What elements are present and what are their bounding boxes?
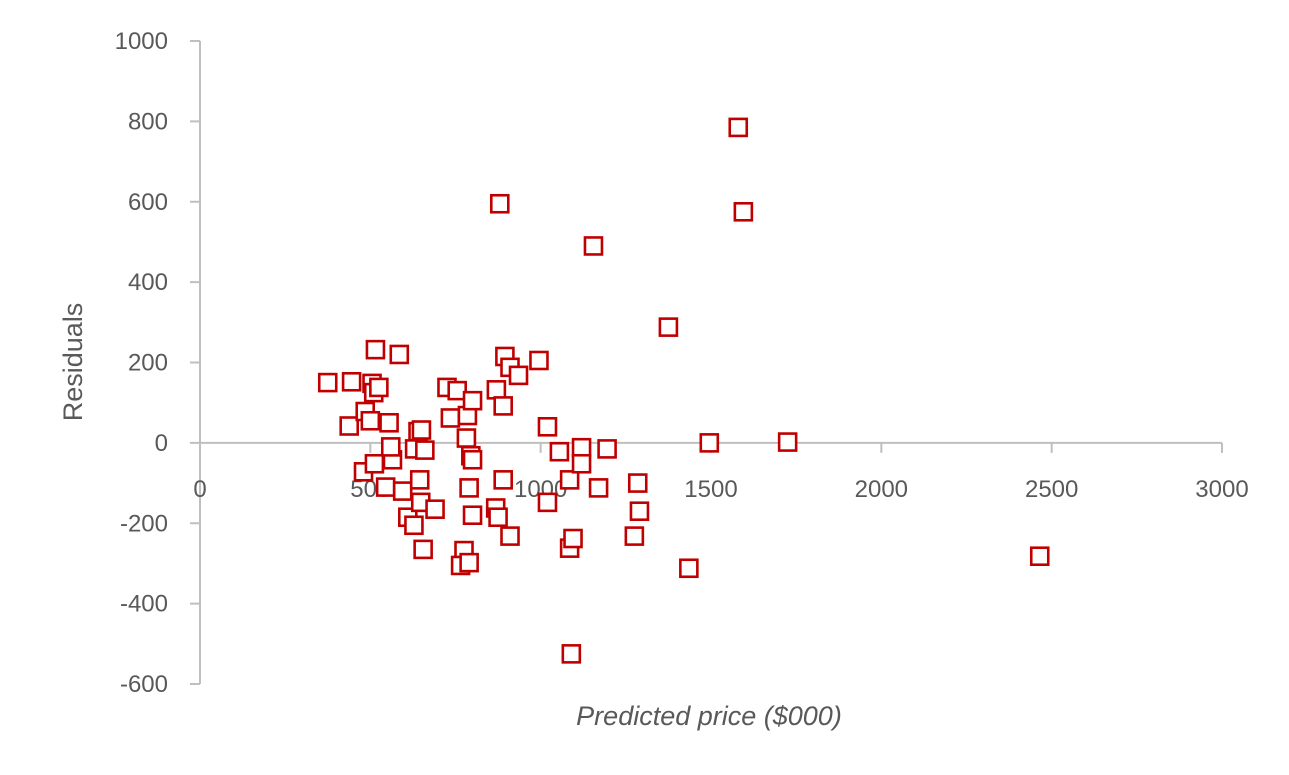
data-point bbox=[549, 441, 570, 462]
data-point bbox=[493, 396, 513, 416]
data-point bbox=[456, 428, 477, 448]
data-point bbox=[537, 416, 558, 437]
y-tick-label: -200 bbox=[120, 510, 168, 537]
data-point bbox=[411, 420, 432, 440]
data-point bbox=[508, 365, 529, 386]
data-point bbox=[369, 377, 389, 398]
x-tick-label: 1500 bbox=[684, 476, 737, 503]
data-point bbox=[1029, 546, 1050, 567]
data-point bbox=[364, 453, 385, 474]
data-points bbox=[317, 117, 1050, 664]
data-point bbox=[728, 117, 749, 138]
data-point bbox=[629, 501, 650, 521]
y-tick-label: 0 bbox=[155, 430, 168, 457]
data-point bbox=[389, 344, 410, 365]
x-axis-title: Predicted price ($000) bbox=[576, 701, 842, 731]
data-point bbox=[425, 499, 445, 519]
data-point bbox=[571, 437, 592, 458]
data-point bbox=[679, 558, 699, 579]
data-point bbox=[462, 505, 483, 526]
data-point bbox=[380, 437, 401, 457]
data-point bbox=[597, 439, 617, 459]
data-point bbox=[404, 515, 424, 536]
data-point bbox=[462, 449, 483, 470]
x-tick-label: 2000 bbox=[855, 476, 908, 503]
data-point bbox=[529, 350, 549, 371]
data-point bbox=[379, 412, 399, 433]
y-tick-label: -400 bbox=[120, 591, 168, 618]
y-tick-label: 800 bbox=[128, 108, 168, 135]
data-point bbox=[489, 193, 510, 214]
data-point bbox=[559, 470, 580, 490]
data-point bbox=[588, 478, 609, 498]
data-point bbox=[360, 410, 381, 431]
data-point bbox=[488, 507, 508, 528]
data-point bbox=[440, 408, 461, 428]
data-point bbox=[459, 552, 479, 573]
data-point bbox=[537, 492, 558, 513]
data-point bbox=[392, 481, 413, 501]
data-point bbox=[365, 339, 386, 360]
data-point bbox=[624, 526, 645, 546]
data-point bbox=[339, 416, 360, 436]
x-tick-label: 3000 bbox=[1195, 476, 1248, 503]
data-point bbox=[375, 477, 396, 497]
data-point bbox=[658, 317, 679, 337]
data-point bbox=[493, 470, 513, 490]
data-point bbox=[699, 433, 720, 453]
data-point bbox=[413, 539, 433, 560]
data-point bbox=[447, 380, 468, 401]
data-point bbox=[415, 440, 435, 460]
data-point bbox=[341, 371, 362, 392]
y-tick-label: -600 bbox=[120, 671, 168, 698]
data-point bbox=[777, 432, 798, 452]
data-point bbox=[563, 528, 583, 549]
x-tick-label: 2500 bbox=[1025, 476, 1078, 503]
data-point bbox=[571, 453, 592, 474]
y-tick-label: 600 bbox=[128, 189, 168, 216]
data-point bbox=[462, 390, 483, 411]
y-axis-title: Residuals bbox=[58, 303, 88, 422]
data-point bbox=[561, 644, 582, 664]
data-point bbox=[317, 372, 338, 393]
data-point bbox=[583, 236, 604, 256]
y-tick-label: 400 bbox=[128, 269, 168, 296]
y-tick-label: 1000 bbox=[115, 28, 168, 55]
data-point bbox=[409, 470, 430, 490]
x-tick-label: 0 bbox=[193, 476, 206, 503]
y-tick-label: 200 bbox=[128, 350, 168, 377]
data-point bbox=[486, 380, 507, 400]
data-point bbox=[500, 526, 520, 546]
data-point bbox=[627, 473, 648, 493]
data-point bbox=[733, 201, 754, 222]
data-point bbox=[459, 478, 479, 498]
